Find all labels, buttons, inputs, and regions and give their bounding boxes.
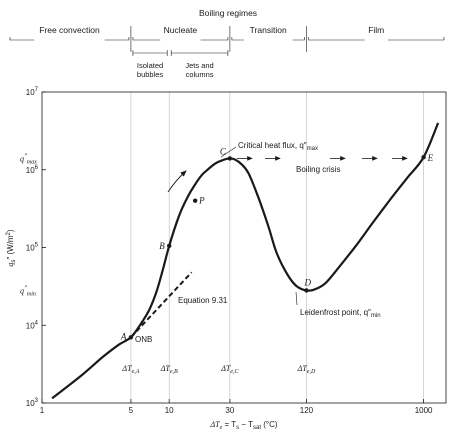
curve-point-marker xyxy=(227,156,233,161)
x-tick-label: 120 xyxy=(300,406,314,415)
regime-bracket-right xyxy=(387,37,445,41)
y-marker-labels: q″max q″min xyxy=(20,152,37,297)
chf-label: Critical heat flux, q″max xyxy=(238,141,318,152)
regime-bracket-left xyxy=(9,37,35,41)
subregime-label: columns xyxy=(186,70,214,79)
regime-bracket-right xyxy=(200,37,229,41)
onb-label: ONB xyxy=(135,335,152,344)
regime-label: Nucleate xyxy=(164,25,198,35)
x-marker-labels: ΔTe,A ΔTe,B ΔTe,C ΔTe,D xyxy=(121,364,316,375)
y-tick-label: 107 xyxy=(26,87,39,97)
leidenfrost-label: Leidenfrost point, q″min xyxy=(300,308,381,319)
boiling-curve-line xyxy=(51,122,440,400)
regime-bracket-right xyxy=(292,37,305,41)
subregime-label: bubbles xyxy=(137,70,164,79)
curve-points: A B P C D E xyxy=(120,146,434,341)
regime-label: Transition xyxy=(250,25,287,35)
gridlines xyxy=(130,92,424,403)
subregime-label: Isolated xyxy=(137,61,163,70)
curve-point-marker xyxy=(128,335,134,340)
curve-point-marker xyxy=(304,288,309,293)
x-tick-label: 1000 xyxy=(415,406,433,415)
subregime-label: Jets and xyxy=(185,61,213,70)
x-axis-label: ΔTe = Ts − Tsat (°C) xyxy=(209,420,277,431)
curve-point-marker xyxy=(192,198,198,203)
curve-point-marker xyxy=(167,243,172,249)
nucleate-direction-arrow xyxy=(167,170,187,193)
x-tick-label: 1 xyxy=(40,406,45,415)
equation-931-dashed-line xyxy=(130,271,193,338)
x-marker-label: ΔTe,C xyxy=(220,364,239,375)
regime-bracket-right xyxy=(104,37,130,41)
curve-point-label: E xyxy=(427,153,434,163)
x-tick-label: 5 xyxy=(129,406,134,415)
curve-point-label: D xyxy=(303,277,311,287)
regime-bracket-left xyxy=(308,37,365,41)
y-tick-label: 105 xyxy=(26,243,39,253)
x-marker-label: ΔTe,A xyxy=(121,364,139,375)
y-marker-label: q″max xyxy=(20,152,37,165)
y-tick-label: 103 xyxy=(26,398,39,408)
regime-label: Film xyxy=(368,25,384,35)
regime-label: Free convection xyxy=(39,25,100,35)
regime-bracket-left xyxy=(231,37,244,41)
x-tick-label: 10 xyxy=(165,406,174,415)
boiling-crisis-label: Boiling crisis xyxy=(296,165,340,174)
y-tick-label: 104 xyxy=(26,320,39,330)
y-axis-label: qs″ (W/m2) xyxy=(6,229,17,267)
x-marker-label: ΔTe,D xyxy=(297,364,316,375)
curve-point-marker xyxy=(421,155,426,160)
y-tick-label: 106 xyxy=(26,165,39,175)
y-marker-label: q″min xyxy=(20,284,36,297)
regime-bracket-left xyxy=(132,37,161,41)
x-axis-ticks: 1 5 10 30 120 1000 xyxy=(40,399,433,415)
leidenfrost-leader-line xyxy=(295,291,298,306)
curve-point-label: P xyxy=(198,196,205,206)
chart-title: Boiling regimes xyxy=(199,8,257,18)
x-tick-label: 30 xyxy=(225,406,234,415)
regime-brackets: Free convection Nucleate Transition Film xyxy=(9,25,445,52)
curve-point-label: A xyxy=(120,331,127,341)
x-marker-label: ΔTe,B xyxy=(160,364,178,375)
equation-label: Equation 9.31 xyxy=(178,296,228,305)
curve-point-label: B xyxy=(159,241,165,251)
y-axis-ticks: 103 104 105 106 107 xyxy=(26,87,46,408)
chf-leader-line xyxy=(220,146,237,158)
curve-point-label: C xyxy=(220,146,227,156)
